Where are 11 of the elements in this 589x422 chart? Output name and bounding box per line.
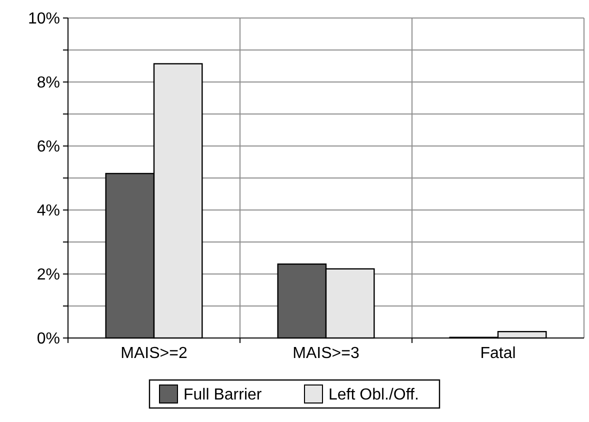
y-tick-label: 4% xyxy=(36,202,60,220)
legend-label: Full Barrier xyxy=(184,386,262,404)
x-tick-label: Fatal xyxy=(480,345,516,362)
legend-label: Left Obl./Off. xyxy=(328,386,419,404)
y-tick-label: 2% xyxy=(36,266,60,284)
x-tick-label: MAIS>=2 xyxy=(120,345,188,362)
x-tick-label: MAIS>=3 xyxy=(292,345,360,362)
y-tick-label: 6% xyxy=(36,138,60,156)
y-tick-label: 8% xyxy=(36,74,60,92)
y-tick-label: 10% xyxy=(28,10,60,28)
y-tick-label: 0% xyxy=(36,330,60,348)
